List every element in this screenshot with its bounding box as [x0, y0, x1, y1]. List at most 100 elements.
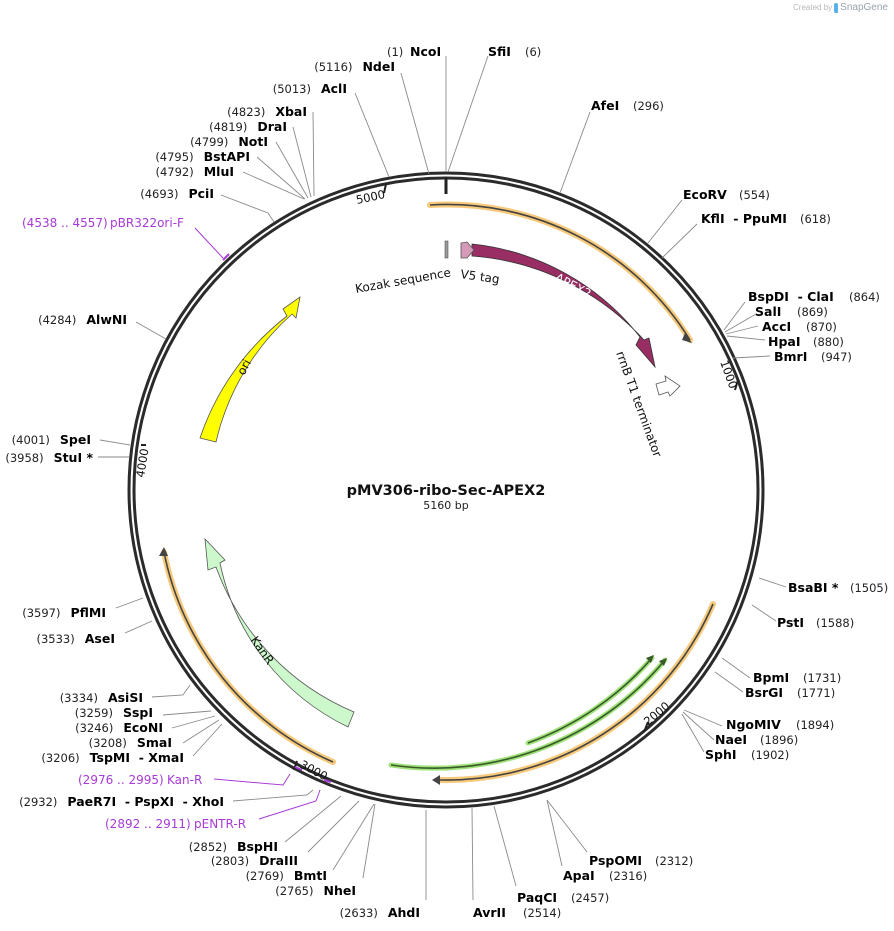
svg-text:V5 tag: V5 tag [460, 267, 501, 286]
svg-text:SphI: SphI [705, 747, 737, 762]
site-bpmi[interactable]: BpmI (1731) [753, 670, 841, 685]
site-kfli-ppumi[interactable]: KflI - PpuMI (618) [701, 211, 831, 226]
site-drai[interactable]: (4819) DraI [209, 119, 287, 134]
primer-pentr-r[interactable]: (2892 .. 2911) pENTR-R [105, 817, 246, 831]
svg-text:pBR322ori-F: pBR322ori-F [110, 216, 184, 230]
site-bstapi[interactable]: (4795) BstAPI [155, 149, 250, 164]
site-acci[interactable]: AccI (870) [762, 319, 837, 334]
svg-text:NcoI: NcoI [410, 44, 441, 59]
svg-text:SmaI: SmaI [137, 735, 172, 750]
svg-text:KflI - PpuMI: KflI - PpuMI [701, 211, 787, 226]
orf-arc-left [159, 547, 336, 765]
site-ecorv[interactable]: EcoRV (554) [683, 187, 770, 202]
site-hpai[interactable]: HpaI (880) [768, 334, 844, 349]
svg-text:SspI: SspI [123, 705, 153, 720]
site-bspdi-clai[interactable]: BspDI - ClaI (864) [748, 289, 880, 304]
svg-text:(3246): (3246) [75, 721, 113, 735]
site-paer7i-pspxi-xhoi[interactable]: (2932) PaeR7I - PspXI - XhoI [19, 794, 224, 809]
site-xbai[interactable]: (4823) XbaI [227, 104, 307, 119]
orf-arc-top [427, 201, 693, 343]
site-bsabi[interactable]: BsaBI * (1505) [788, 580, 888, 595]
primer-kan-r[interactable]: (2976 .. 2995) Kan-R [78, 773, 202, 787]
site-pflmi[interactable]: (3597) PflMI [22, 605, 106, 620]
site-tspmi-xmai[interactable]: (3206) TspMI - XmaI [41, 750, 184, 765]
snapgene-logo-icon [834, 2, 839, 13]
site-leader-lines [98, 55, 787, 901]
site-noti[interactable]: (4799) NotI [190, 134, 268, 149]
site-alwni[interactable]: (4284) AlwNI [38, 312, 127, 327]
site-naei[interactable]: NaeI (1896) [715, 732, 798, 747]
site-bsphi[interactable]: (2852) BspHI [189, 839, 278, 854]
svg-text:(1771): (1771) [797, 686, 835, 700]
svg-text:SpeI: SpeI [60, 432, 91, 447]
feature-kozak-sequence[interactable]: Kozak sequence [354, 240, 452, 296]
svg-text:BstAPI: BstAPI [204, 149, 250, 164]
site-ngomiv[interactable]: NgoMIV (1894) [726, 717, 834, 732]
feature-ori[interactable]: ori [199, 296, 301, 443]
site-sali[interactable]: SalI (869) [755, 304, 828, 319]
site-asisi[interactable]: (3334) AsiSI [60, 690, 143, 705]
site-ncoi[interactable]: (1) NcoI [387, 44, 441, 59]
svg-text:ori: ori [234, 357, 254, 377]
svg-text:PspOMI: PspOMI [589, 853, 642, 868]
svg-text:(3597): (3597) [22, 606, 60, 620]
site-ahdi[interactable]: (2633) AhdI [340, 905, 420, 920]
svg-text:BspHI: BspHI [237, 839, 278, 854]
feature-v5-tag[interactable]: V5 tag [460, 241, 501, 286]
site-psti[interactable]: PstI (1588) [777, 615, 854, 630]
svg-text:(4001): (4001) [12, 433, 50, 447]
site-acli[interactable]: (5013) AclI [273, 81, 347, 96]
site-econi[interactable]: (3246) EcoNI [75, 720, 163, 735]
svg-text:(2932): (2932) [19, 795, 57, 809]
svg-text:(296): (296) [633, 99, 664, 113]
site-paqci[interactable]: PaqCI (2457) [517, 890, 609, 905]
site-sfii[interactable]: SfiI (6) [488, 44, 541, 59]
svg-text:(1896): (1896) [760, 733, 798, 747]
svg-text:PstI: PstI [777, 615, 804, 630]
site-sphi[interactable]: SphI (1902) [705, 747, 789, 762]
site-draiii[interactable]: (2803) DraIII [211, 853, 298, 868]
site-asei[interactable]: (3533) AseI [37, 631, 116, 646]
svg-text:(4795): (4795) [155, 150, 193, 164]
site-sspi[interactable]: (3259) SspI [75, 705, 153, 720]
svg-text:PciI: PciI [188, 186, 214, 201]
svg-text:StuI *: StuI * [54, 450, 94, 465]
site-avrii[interactable]: AvrII (2514) [473, 905, 561, 920]
site-bsrgi[interactable]: BsrGI (1771) [745, 685, 835, 700]
feature-apex2[interactable]: APEX2 [471, 243, 656, 369]
svg-text:Kozak sequence: Kozak sequence [354, 265, 452, 296]
orf-arc-green-outer [388, 657, 668, 771]
svg-text:(2852): (2852) [189, 840, 227, 854]
feature-kanr[interactable]: KanR [204, 537, 355, 728]
svg-text:(2514): (2514) [523, 906, 561, 920]
site-smai[interactable]: (3208) SmaI [89, 735, 172, 750]
svg-text:AccI: AccI [762, 319, 791, 334]
site-pcii[interactable]: (4693) PciI [140, 186, 214, 201]
site-nhei[interactable]: (2765) NheI [275, 883, 356, 898]
svg-text:(2976 .. 2995): (2976 .. 2995) [78, 773, 164, 787]
svg-text:NgoMIV: NgoMIV [726, 717, 781, 732]
site-mlui[interactable]: (4792) MluI [155, 164, 234, 179]
svg-text:(3533): (3533) [37, 632, 75, 646]
svg-text:(5013): (5013) [273, 82, 311, 96]
credit-brand: SnapGene [840, 2, 888, 13]
site-bmti[interactable]: (2769) BmtI [246, 868, 327, 883]
svg-text:SfiI: SfiI [488, 44, 511, 59]
primer-pbr322ori-f[interactable]: (4538 .. 4557) pBR322ori-F [22, 216, 184, 230]
site-stui[interactable]: (3958) StuI * [5, 450, 93, 465]
svg-text:KanR: KanR [248, 634, 277, 667]
svg-text:DraIII: DraIII [259, 853, 298, 868]
site-apai[interactable]: ApaI (2316) [563, 868, 647, 883]
site-pspomi[interactable]: PspOMI (2312) [589, 853, 693, 868]
primer-markers [194, 227, 332, 820]
site-spei[interactable]: (4001) SpeI [12, 432, 91, 447]
svg-text:BmrI: BmrI [774, 349, 807, 364]
feature-rrnb-t1-terminator[interactable]: rrnB T1 terminator [613, 349, 681, 459]
site-afei[interactable]: AfeI (296) [591, 98, 664, 113]
svg-text:DraI: DraI [257, 119, 287, 134]
svg-text:PaqCI: PaqCI [517, 890, 557, 905]
svg-text:5000: 5000 [355, 187, 387, 207]
site-ndei[interactable]: (5116) NdeI [314, 59, 395, 74]
site-bmri[interactable]: BmrI (947) [774, 349, 852, 364]
